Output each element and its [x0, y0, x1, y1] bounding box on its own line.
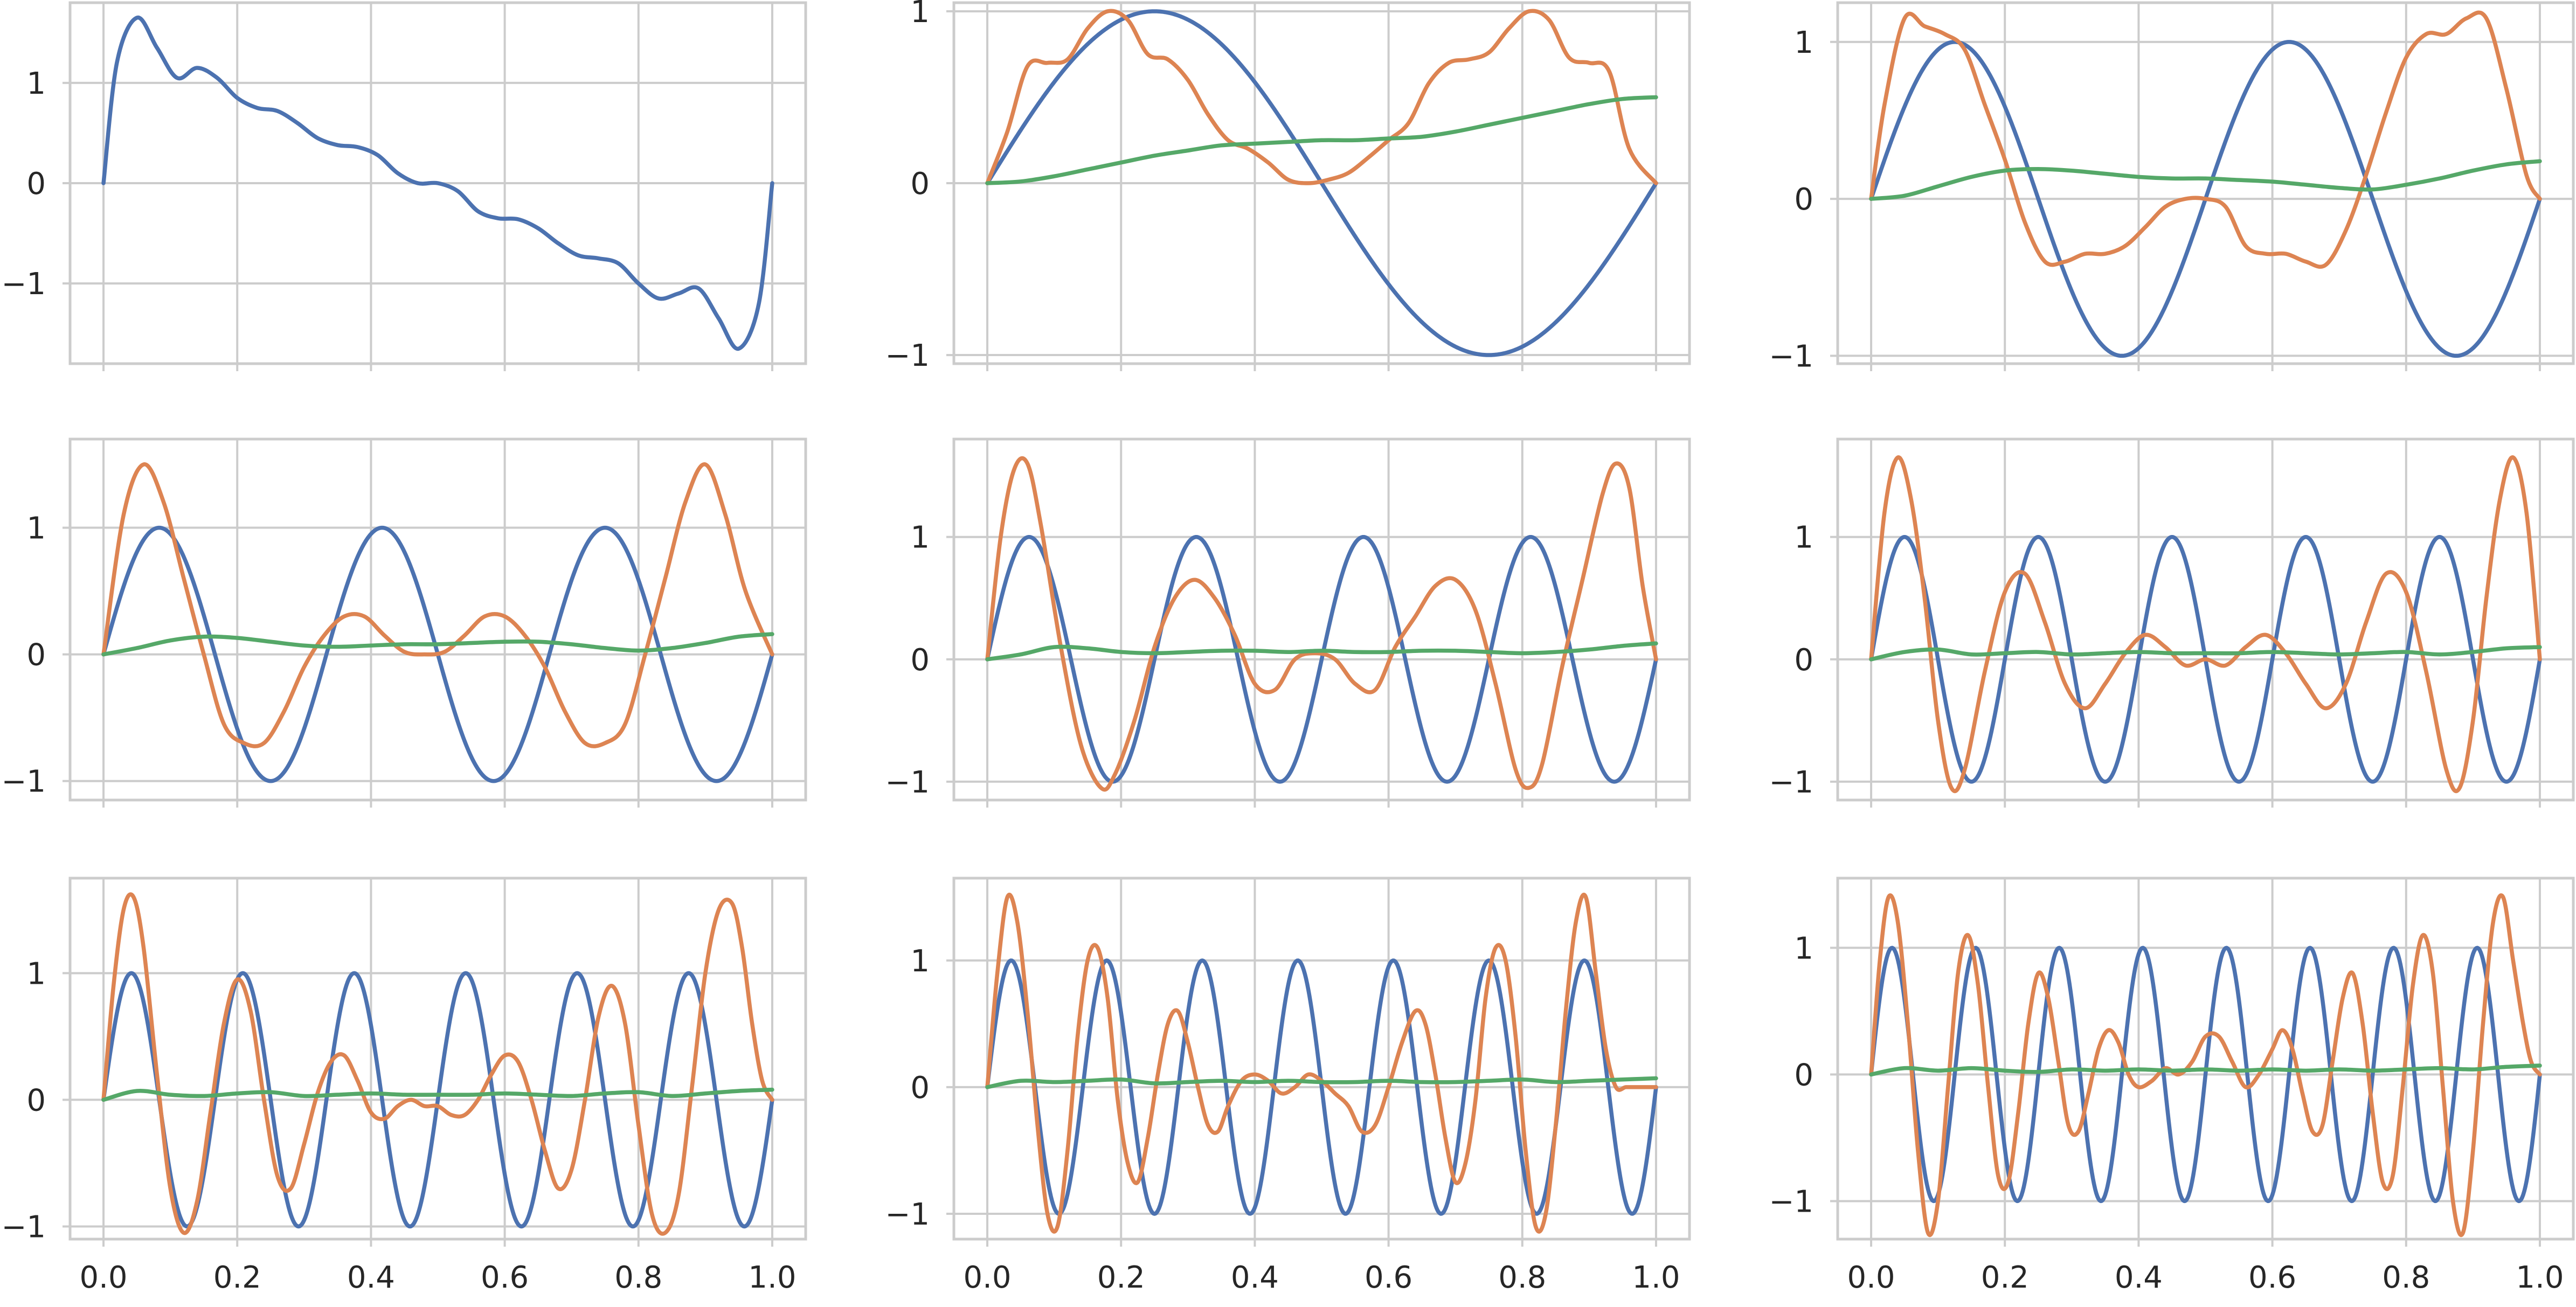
y-tick-label: −1 — [885, 1197, 930, 1232]
series-line-2 — [101, 462, 774, 748]
subplot-3-3: 0.0 0.2 0.4 0.6 0.8 1.0 −1 0 1 — [1769, 877, 2575, 1295]
axes-frame — [68, 877, 807, 1241]
series-line-3 — [101, 632, 774, 657]
series-line-3 — [985, 1076, 1658, 1089]
subplot-3-1: 0.0 0.2 0.4 0.6 0.8 1.0 −1 0 1 — [1, 877, 807, 1295]
series-line-3 — [985, 95, 1658, 185]
axes-frame — [1836, 437, 2575, 802]
y-tick-label: −1 — [1769, 1184, 1813, 1219]
series-line-3 — [1869, 645, 2542, 662]
x-tick-label: 0.8 — [1498, 1260, 1546, 1295]
y-tick-label: −1 — [1, 1209, 46, 1245]
y-tick-label: 0 — [26, 638, 46, 673]
axes-frame — [1836, 877, 2575, 1241]
series-line-2 — [1869, 893, 2542, 1238]
y-tick-label: 1 — [1794, 931, 1813, 966]
x-tick-label: 0.4 — [347, 1260, 395, 1295]
subplot-1-2: −1 0 1 — [885, 0, 1691, 373]
subplot-2-2: −1 0 1 — [885, 437, 1691, 808]
x-tick-label: 1.0 — [2516, 1260, 2564, 1295]
series-line-1 — [1869, 946, 2542, 1204]
subplot-2-3: −1 0 1 — [1769, 437, 2575, 808]
x-tick-label: 0.6 — [2248, 1260, 2296, 1295]
series-line-2 — [1869, 10, 2542, 269]
y-tick-label: 1 — [910, 944, 930, 979]
subplot-3-2: 0.0 0.2 0.4 0.6 0.8 1.0 −1 0 1 — [885, 877, 1691, 1295]
y-tick-label: −1 — [1, 764, 46, 800]
y-tick-label: 0 — [910, 643, 930, 678]
series-line-3 — [1869, 1063, 2542, 1077]
plot-area — [954, 439, 1689, 800]
y-tick-label: 0 — [26, 1083, 46, 1118]
x-tick-label: 0.2 — [1097, 1260, 1145, 1295]
y-tick-label: −1 — [1, 267, 46, 302]
y-tick-label: 1 — [910, 520, 930, 555]
plot-area — [1838, 439, 2573, 800]
plot-area — [70, 439, 806, 800]
series-line-3 — [1869, 159, 2542, 201]
x-tick-label: 1.0 — [1632, 1260, 1680, 1295]
y-tick-label: 0 — [910, 166, 930, 201]
y-tick-label: 1 — [26, 66, 46, 101]
y-tick-label: −1 — [1769, 765, 1813, 800]
x-tick-label: 0.8 — [2382, 1260, 2430, 1295]
series-line-3 — [985, 641, 1658, 662]
x-tick-label: 0.0 — [1847, 1260, 1895, 1295]
axes-frame — [952, 437, 1691, 802]
x-tick-label: 0.6 — [1365, 1260, 1412, 1295]
y-tick-label: 0 — [1794, 1058, 1813, 1093]
x-tick-label: 0.2 — [1981, 1260, 2029, 1295]
y-tick-label: 0 — [1794, 643, 1813, 678]
x-tick-label: 0.2 — [213, 1260, 261, 1295]
series-line-1 — [101, 971, 774, 1229]
x-tick-label: 0.6 — [481, 1260, 529, 1295]
y-tick-label: 0 — [1794, 182, 1813, 217]
x-tick-label: 0.4 — [2115, 1260, 2163, 1295]
axes-frame — [952, 877, 1691, 1241]
x-tick-label: 0.8 — [614, 1260, 662, 1295]
x-tick-label: 0.0 — [80, 1260, 128, 1295]
series-line-2 — [985, 456, 1658, 792]
y-tick-label: 1 — [1794, 25, 1813, 60]
y-tick-label: 1 — [26, 511, 46, 546]
y-tick-label: −1 — [885, 765, 930, 800]
y-tick-label: −1 — [1769, 339, 1813, 374]
x-tick-label: 1.0 — [748, 1260, 796, 1295]
series-line-1 — [985, 958, 1658, 1216]
y-tick-label: 1 — [1794, 520, 1813, 555]
series-line-2 — [1869, 455, 2542, 793]
y-tick-label: −1 — [885, 338, 930, 373]
subplot-2-1: −1 0 1 — [1, 437, 807, 808]
series-line-2 — [101, 892, 774, 1236]
y-tick-label: 1 — [26, 956, 46, 991]
series-line-1 — [985, 534, 1658, 784]
series-line-1 — [101, 16, 774, 351]
series-line-2 — [985, 9, 1658, 185]
y-tick-label: 0 — [910, 1070, 930, 1106]
x-tick-label: 0.4 — [1231, 1260, 1279, 1295]
plot-area — [1838, 3, 2573, 364]
x-tick-label: 0.0 — [964, 1260, 1012, 1295]
series-line-3 — [101, 1087, 774, 1102]
axes-frame — [68, 437, 807, 802]
subplot-1-3: −1 0 1 — [1769, 1, 2575, 374]
y-tick-label: 0 — [26, 166, 46, 201]
subplot-1-1: −1 0 1 — [1, 1, 807, 371]
y-tick-label: 1 — [910, 0, 930, 30]
axes-frame — [1836, 1, 2575, 365]
